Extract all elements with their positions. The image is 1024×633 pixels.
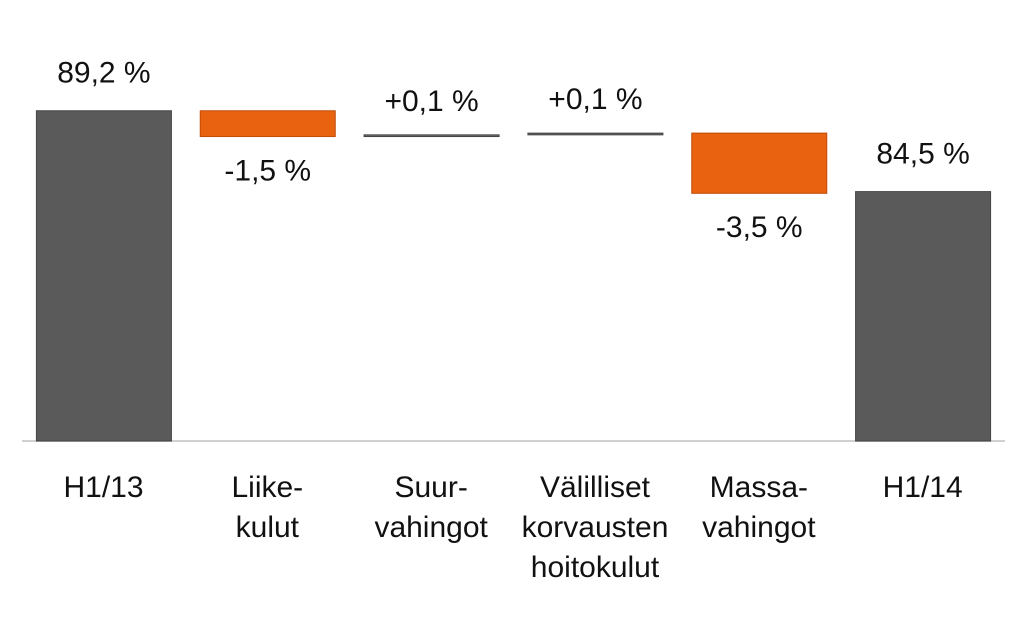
x-tick-label: H1/13 xyxy=(63,471,144,504)
bar xyxy=(855,191,992,442)
x-tick-label: Välilliset korvausten hoitokulut xyxy=(521,471,669,584)
x-tick-label: Suur- vahingot xyxy=(374,471,488,544)
value-label: -3,5 % xyxy=(716,211,803,244)
bar xyxy=(35,110,172,442)
value-label: +0,1 % xyxy=(548,83,642,116)
value-label: +0,1 % xyxy=(384,85,478,118)
bar xyxy=(199,110,336,138)
bar xyxy=(691,132,828,194)
value-label: -1,5 % xyxy=(224,154,311,187)
bar xyxy=(527,132,664,136)
value-label: 84,5 % xyxy=(876,138,969,171)
x-tick-label: Liike- kulut xyxy=(231,471,304,544)
bar xyxy=(363,134,500,138)
value-label: 89,2 % xyxy=(57,57,150,90)
x-tick-label: Massa- vahingot xyxy=(702,471,816,544)
x-tick-label: H1/14 xyxy=(882,471,963,504)
